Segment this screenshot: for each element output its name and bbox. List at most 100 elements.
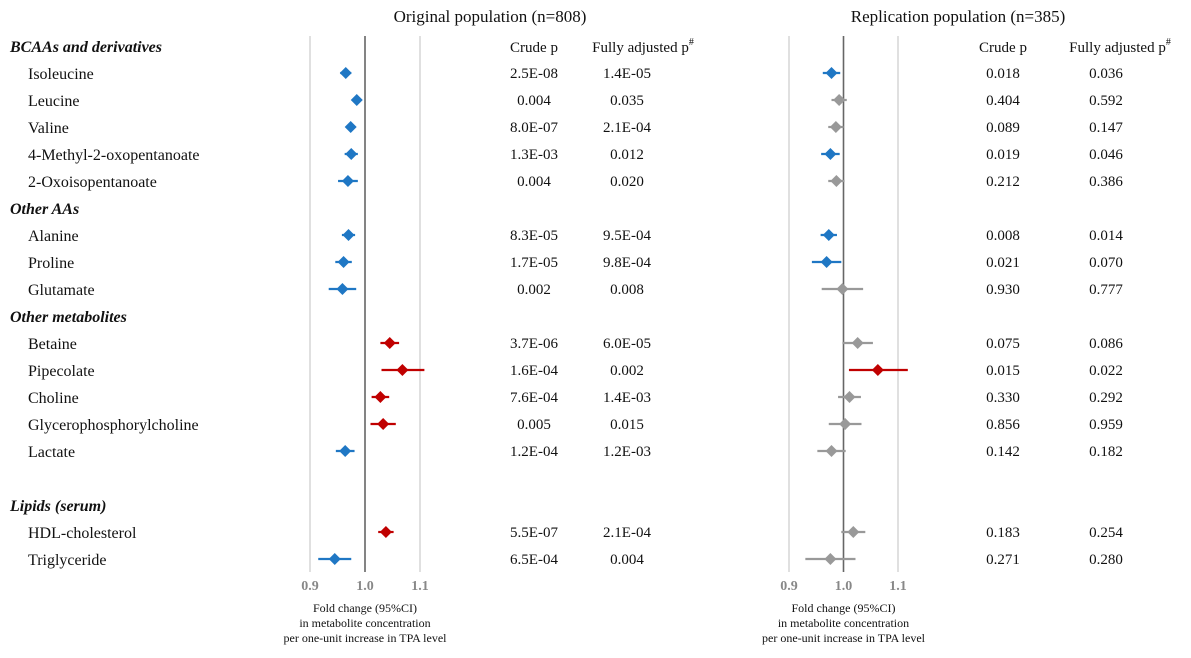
orig-estimate-marker xyxy=(350,94,363,106)
rep-crude-p: 0.089 xyxy=(986,120,1020,136)
orig-crude-p: 8.0E-07 xyxy=(510,120,558,136)
rep-adjusted-p: 0.014 xyxy=(1089,228,1123,244)
original-crude-p-header: Crude p xyxy=(510,40,558,56)
original-panel-title: Original population (n=808) xyxy=(394,7,587,26)
orig-adjusted-p: 0.020 xyxy=(610,174,644,190)
rep-estimate-marker xyxy=(829,121,842,133)
rep-adjusted-p: 0.147 xyxy=(1089,120,1123,136)
rep-crude-p: 0.404 xyxy=(986,93,1020,109)
rep-estimate-marker xyxy=(843,391,856,403)
orig-crude-p: 3.7E-06 xyxy=(510,336,558,352)
rep-adjusted-p: 0.046 xyxy=(1089,147,1123,163)
orig-adjusted-p: 1.4E-05 xyxy=(603,66,651,82)
rep-estimate-marker xyxy=(824,148,837,160)
orig-adjusted-p: 0.008 xyxy=(610,282,644,298)
orig-adjusted-p: 0.004 xyxy=(610,552,644,568)
replication-crude-p-header: Crude p xyxy=(979,40,1027,56)
orig-estimate-marker xyxy=(337,256,350,268)
orig-adjusted-p: 0.035 xyxy=(610,93,644,109)
rep-adjusted-p: 0.182 xyxy=(1089,444,1123,460)
orig-adjusted-p: 9.8E-04 xyxy=(603,255,651,271)
rep-adjusted-p: 0.280 xyxy=(1089,552,1123,568)
orig-adjusted-p: 2.1E-04 xyxy=(603,525,651,541)
orig-adjusted-p: 0.015 xyxy=(610,417,644,433)
orig-adjusted-p: 6.0E-05 xyxy=(603,336,651,352)
row-label: Glycerophosphorylcholine xyxy=(28,417,199,434)
rep-axis-label: per one-unit increase in TPA level xyxy=(762,631,926,645)
row-label: 2-Oxoisopentanoate xyxy=(28,174,157,191)
row-label: Glutamate xyxy=(28,282,95,299)
orig-estimate-marker xyxy=(377,418,390,430)
orig-estimate-marker xyxy=(379,526,392,538)
rep-crude-p: 0.212 xyxy=(986,174,1020,190)
rep-estimate-marker xyxy=(825,67,838,79)
orig-crude-p: 7.6E-04 xyxy=(510,390,558,406)
grid-layer xyxy=(309,36,899,572)
orig-axis-label: Fold change (95%CI) xyxy=(313,601,417,615)
orig-adjusted-p: 2.1E-04 xyxy=(603,120,651,136)
row-label: Proline xyxy=(28,255,74,272)
rep-estimate-marker xyxy=(839,418,852,430)
rep-adjusted-p: 0.036 xyxy=(1089,66,1123,82)
rep-tick-label: 1.1 xyxy=(889,579,907,594)
orig-adjusted-p: 1.4E-03 xyxy=(603,390,651,406)
group-heading: Lipids (serum) xyxy=(9,498,106,515)
orig-crude-p: 0.005 xyxy=(517,417,551,433)
rep-crude-p: 0.856 xyxy=(986,417,1020,433)
rep-adjusted-p: 0.959 xyxy=(1089,417,1123,433)
rep-adjusted-p: 0.777 xyxy=(1089,282,1123,298)
rep-crude-p: 0.330 xyxy=(986,390,1020,406)
orig-crude-p: 6.5E-04 xyxy=(510,552,558,568)
orig-estimate-marker xyxy=(383,337,396,349)
row-label: Choline xyxy=(28,390,79,407)
rep-estimate-marker xyxy=(836,283,849,295)
orig-estimate-marker xyxy=(342,229,355,241)
row-label: Valine xyxy=(28,120,69,137)
rep-estimate-marker xyxy=(833,94,846,106)
orig-estimate-marker xyxy=(345,148,358,160)
row-label: Lactate xyxy=(28,444,75,461)
rep-adjusted-p: 0.592 xyxy=(1089,93,1123,109)
rep-crude-p: 0.015 xyxy=(986,363,1020,379)
rep-estimate-marker xyxy=(871,364,884,376)
row-label: Triglyceride xyxy=(28,552,107,569)
rep-estimate-marker xyxy=(847,526,860,538)
orig-adjusted-p: 1.2E-03 xyxy=(603,444,651,460)
rep-axis-label: Fold change (95%CI) xyxy=(792,601,896,615)
orig-adjusted-p: 0.002 xyxy=(610,363,644,379)
rep-crude-p: 0.142 xyxy=(986,444,1020,460)
rep-estimate-marker xyxy=(825,445,838,457)
rep-adjusted-p: 0.086 xyxy=(1089,336,1123,352)
rep-crude-p: 0.271 xyxy=(986,552,1020,568)
row-label: Alanine xyxy=(28,228,79,245)
rep-estimate-marker xyxy=(824,553,837,565)
orig-estimate-marker xyxy=(341,175,354,187)
rep-tick-label: 1.0 xyxy=(835,579,853,594)
row-label: HDL-cholesterol xyxy=(28,525,137,542)
rep-crude-p: 0.930 xyxy=(986,282,1020,298)
rows-layer: BCAAs and derivatives Isoleucine 2.5E-08 1.… xyxy=(9,39,1123,569)
rep-crude-p: 0.019 xyxy=(986,147,1020,163)
orig-crude-p: 5.5E-07 xyxy=(510,525,558,541)
rep-estimate-marker xyxy=(820,256,833,268)
row-label: Pipecolate xyxy=(28,363,95,380)
row-label: Leucine xyxy=(28,93,80,110)
replication-adjusted-p-header: Fully adjusted p# xyxy=(1069,37,1171,56)
orig-tick-label: 0.9 xyxy=(301,579,319,594)
rep-crude-p: 0.018 xyxy=(986,66,1020,82)
row-label: Isoleucine xyxy=(28,66,94,83)
group-heading: Other metabolites xyxy=(10,309,127,326)
orig-crude-p: 0.004 xyxy=(517,174,551,190)
orig-tick-label: 1.0 xyxy=(356,579,374,594)
orig-axis-label: per one-unit increase in TPA level xyxy=(284,631,448,645)
rep-axis-label: in metabolite concentration xyxy=(778,616,909,630)
rep-adjusted-p: 0.386 xyxy=(1089,174,1123,190)
orig-estimate-marker xyxy=(339,67,352,79)
orig-adjusted-p: 9.5E-04 xyxy=(603,228,651,244)
orig-tick-label: 1.1 xyxy=(411,579,429,594)
rep-crude-p: 0.075 xyxy=(986,336,1020,352)
original-adjusted-p-header: Fully adjusted p# xyxy=(592,37,694,56)
orig-estimate-marker xyxy=(339,445,352,457)
